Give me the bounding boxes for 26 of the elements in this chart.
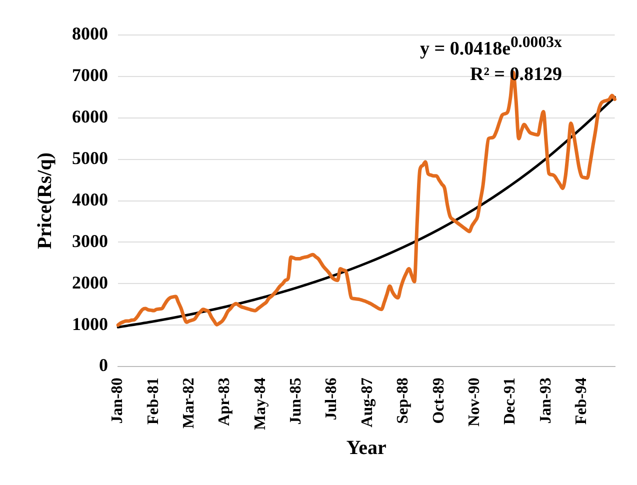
x-tick-label: Jun-85 <box>288 378 305 425</box>
x-tick-label: Jan-93 <box>537 378 554 424</box>
y-tick-label: 8000 <box>72 24 108 44</box>
x-tick-label: Apr-83 <box>216 378 234 426</box>
x-tick-label: Dec-91 <box>502 378 519 425</box>
y-tick-label: 4000 <box>72 189 108 210</box>
x-tick-label: Mar-82 <box>180 378 198 429</box>
x-tick-label: Feb-94 <box>573 378 590 425</box>
y-tick-label: 5000 <box>72 148 108 168</box>
x-tick-label: Oct-89 <box>430 378 448 424</box>
y-tick-label: 1000 <box>72 314 108 334</box>
y-tick-label: 0 <box>99 355 108 376</box>
y-axis-title: Price(Rs/q) <box>34 152 56 250</box>
x-tick-label: Sep-88 <box>394 378 412 424</box>
y-tick-label: 6000 <box>72 106 108 127</box>
x-tick-label: Feb-81 <box>144 378 162 425</box>
annotation: y = 0.0418e$^{0.0003x}$ <box>420 33 562 62</box>
x-tick-label: Jul-86 <box>323 378 340 420</box>
x-axis-title: Year <box>346 437 387 460</box>
x-tick-label: Jan-80 <box>109 378 126 424</box>
x-tick-label: Nov-90 <box>466 378 483 426</box>
x-tick-label: May-84 <box>252 378 269 430</box>
y-tick-label: 7000 <box>72 65 108 86</box>
y-tick-label: 3000 <box>72 230 108 251</box>
y-tick-label: 2000 <box>72 272 108 292</box>
x-tick-label: Aug-87 <box>358 378 376 428</box>
